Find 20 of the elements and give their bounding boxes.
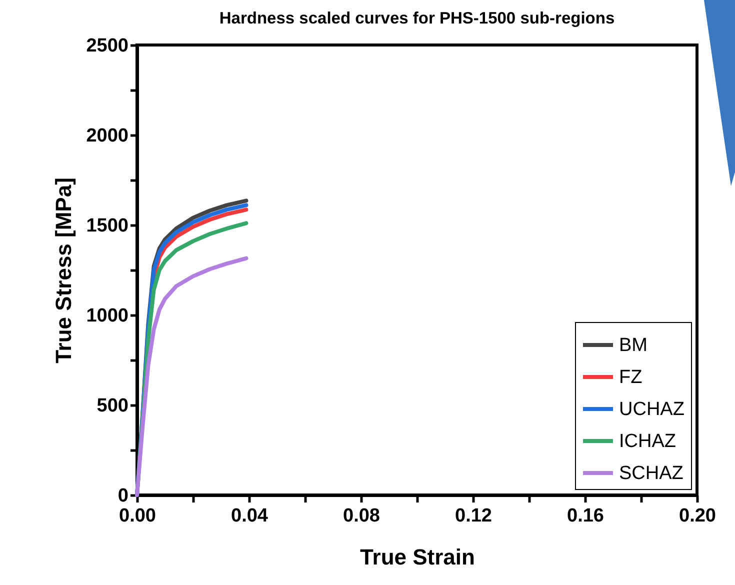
chart-title: Hardness scaled curves for PHS-1500 sub-regions	[219, 10, 615, 28]
y-tick-label: 1500	[86, 216, 128, 236]
x-tick-label: 0.08	[343, 506, 380, 526]
legend-label: SCHAZ	[619, 463, 684, 484]
y-tick-label: 0	[118, 486, 128, 506]
y-tick-label: 1000	[86, 306, 128, 326]
x-tick-label: 0.12	[455, 506, 492, 526]
x-tick-label: 0.20	[679, 506, 716, 526]
legend-label: ICHAZ	[619, 431, 676, 452]
legend-label: FZ	[619, 367, 643, 388]
y-tick-label: 500	[96, 396, 128, 416]
y-axis-title: True Stress [MPa]	[51, 178, 76, 364]
x-tick-label: 0.16	[567, 506, 604, 526]
x-axis-title: True Strain	[360, 544, 475, 570]
y-tick-label: 2500	[86, 36, 128, 56]
legend-label: BM	[619, 335, 648, 356]
legend-label: UCHAZ	[619, 399, 685, 420]
x-tick-label: 0.00	[119, 506, 156, 526]
x-tick-label: 0.04	[231, 506, 268, 526]
y-tick-label: 2000	[86, 126, 128, 146]
